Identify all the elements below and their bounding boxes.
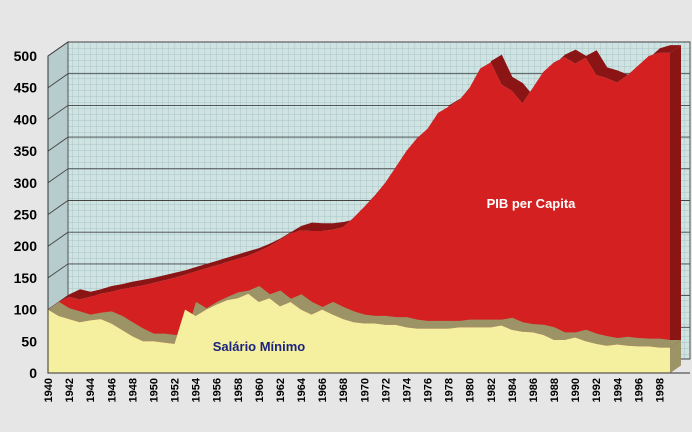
y-tick-label-450: 450 [14,80,38,96]
x-tick-label-1998: 1998 [654,378,666,402]
gridline-500 [47,41,690,57]
x-tick-label-1962: 1962 [275,378,287,402]
x-tick-label-1956: 1956 [212,378,224,402]
x-tick-label-1946: 1946 [106,378,118,402]
x-tick-label-1984: 1984 [507,377,519,402]
y-tick-label-0: 0 [29,365,37,381]
series-0 [47,45,681,373]
y-tick-label-300: 300 [14,175,38,191]
x-tick-label-1970: 1970 [359,378,371,402]
y-tick-label-150: 150 [14,270,38,286]
x-tick-label-1950: 1950 [148,378,160,402]
x-tick-label-1974: 1974 [401,377,413,402]
y-tick-label-400: 400 [14,111,38,127]
x-tick-label-1996: 1996 [633,378,645,402]
x-tick-label-1982: 1982 [486,378,498,402]
y-tick-label-350: 350 [14,143,38,159]
y-tick-label-50: 50 [21,333,37,349]
x-tick-label-1986: 1986 [528,378,540,402]
series-1 [47,286,681,373]
series-side-1 [670,339,681,373]
x-tick-label-1944: 1944 [85,377,97,402]
y-tick-label-100: 100 [14,302,38,318]
x-tick-label-1948: 1948 [127,378,139,402]
x-tick-label-1990: 1990 [570,378,582,402]
x-tick-label-1940: 1940 [43,378,55,402]
series-depth-0 [48,45,681,310]
x-tick-label-1942: 1942 [64,378,76,402]
x-tick-label-1988: 1988 [549,378,561,402]
series-label-salario: Salário Mínimo [213,339,306,354]
y-tick-label-200: 200 [14,238,38,254]
series-label-pib: PIB per Capita [487,196,577,211]
x-tick-label-1960: 1960 [254,378,266,402]
x-tick-label-1980: 1980 [465,378,477,402]
x-tick-label-1964: 1964 [296,377,308,402]
series-depth-1 [48,286,681,348]
x-tick-label-1952: 1952 [170,378,182,402]
x-tick-label-1976: 1976 [423,378,435,402]
x-tick-label-1992: 1992 [591,378,603,402]
x-tick-label-1978: 1978 [444,378,456,402]
series-area-0 [48,52,670,373]
x-tick-label-1968: 1968 [338,378,350,402]
x-tick-label-1994: 1994 [612,377,624,402]
series-side-0 [670,45,681,373]
y-tick-label-500: 500 [14,48,38,64]
series-area-1 [48,293,670,373]
x-tick-label-1958: 1958 [233,378,245,402]
y-tick-label-250: 250 [14,207,38,223]
x-tick-label-1954: 1954 [191,377,203,402]
x-tick-label-1972: 1972 [380,378,392,402]
x-tick-label-1966: 1966 [317,378,329,402]
